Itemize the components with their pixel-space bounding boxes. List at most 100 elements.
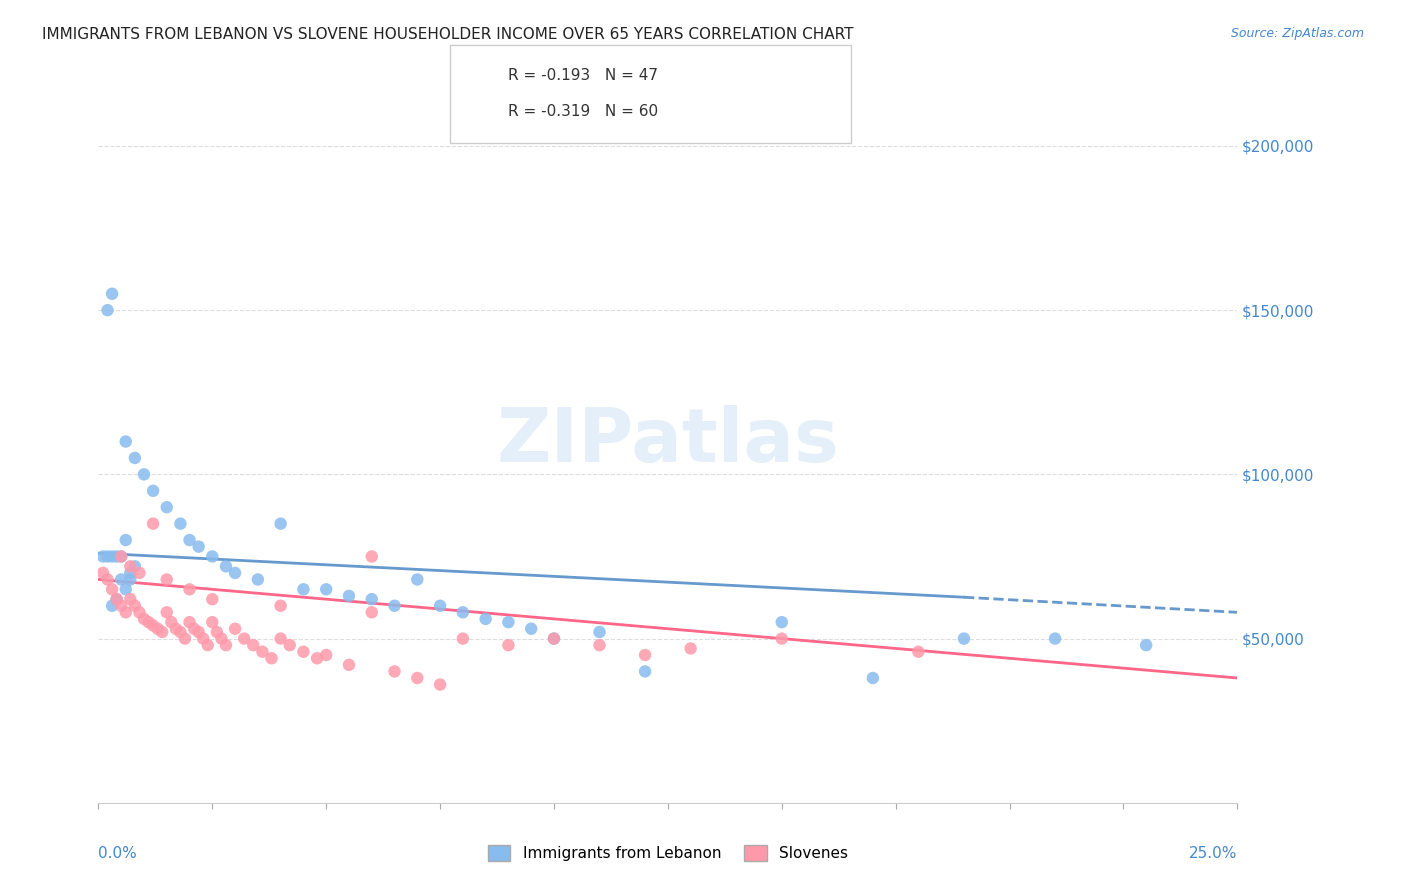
Point [101,582,124,597]
Point [101,286,124,301]
Point [156,573,179,587]
Point [360,605,382,619]
Point [451,605,474,619]
Point [124,599,146,613]
Point [770,615,793,630]
Point [110,549,132,564]
Point [146,622,169,636]
Point [907,645,929,659]
Point [224,566,246,580]
Text: R = -0.319   N = 60: R = -0.319 N = 60 [508,104,658,119]
Point [179,533,201,547]
Point [953,632,976,646]
Point [498,615,520,630]
Point [120,559,142,574]
Point [451,632,474,646]
Point [201,592,224,607]
Point [156,500,179,515]
Point [156,605,179,619]
Point [179,615,201,630]
Point [307,651,329,665]
Point [110,573,132,587]
Point [142,516,165,531]
Point [384,599,406,613]
Point [679,641,702,656]
Text: Source: ZipAtlas.com: Source: ZipAtlas.com [1230,27,1364,40]
Point [96,573,118,587]
Point [132,612,155,626]
Point [91,566,114,580]
Point [292,582,315,597]
Point [520,622,543,636]
Point [197,638,219,652]
Point [205,625,228,640]
Point [634,665,657,679]
Point [110,599,132,613]
Point [588,625,610,640]
Point [384,665,406,679]
Point [150,625,173,640]
Point [120,566,142,580]
Point [201,549,224,564]
Point [315,582,337,597]
Point [105,549,128,564]
Point [543,632,565,646]
Point [114,582,136,597]
Point [588,638,610,652]
Text: R = -0.193   N = 47: R = -0.193 N = 47 [508,69,658,83]
Point [406,671,429,685]
Point [128,566,150,580]
Point [215,638,238,652]
Text: IMMIGRANTS FROM LEBANON VS SLOVENE HOUSEHOLDER INCOME OVER 65 YEARS CORRELATION : IMMIGRANTS FROM LEBANON VS SLOVENE HOUSE… [42,27,853,42]
Point [128,605,150,619]
Text: 25.0%: 25.0% [1189,847,1237,861]
Point [91,549,114,564]
Point [474,612,496,626]
Point [315,648,337,662]
Point [1043,632,1066,646]
Point [1135,638,1157,652]
Text: 0.0%: 0.0% [98,847,138,861]
Point [160,615,183,630]
Point [114,434,136,449]
Point [429,599,451,613]
Point [260,651,283,665]
Point [132,467,155,482]
Point [165,622,187,636]
Point [360,592,382,607]
Point [252,645,274,659]
Point [406,573,429,587]
Point [337,589,360,603]
Point [142,483,165,498]
Point [634,648,657,662]
Point [187,625,209,640]
Point [105,592,128,607]
Point [201,615,224,630]
Point [246,573,269,587]
Point [770,632,793,646]
Point [124,450,146,465]
Point [96,549,118,564]
Point [270,516,292,531]
Point [179,582,201,597]
Point [242,638,264,652]
Point [110,549,132,564]
Point [138,615,160,630]
Point [183,622,205,636]
Point [209,632,232,646]
Point [120,592,142,607]
Legend: Immigrants from Lebanon, Slovenes: Immigrants from Lebanon, Slovenes [481,839,855,867]
Point [270,599,292,613]
Point [169,516,191,531]
Point [124,559,146,574]
Point [120,573,142,587]
Point [96,303,118,318]
Point [101,549,124,564]
Point [270,632,292,646]
Point [360,549,382,564]
Point [429,677,451,691]
Point [337,657,360,672]
Point [233,632,256,646]
Point [278,638,301,652]
Point [114,533,136,547]
